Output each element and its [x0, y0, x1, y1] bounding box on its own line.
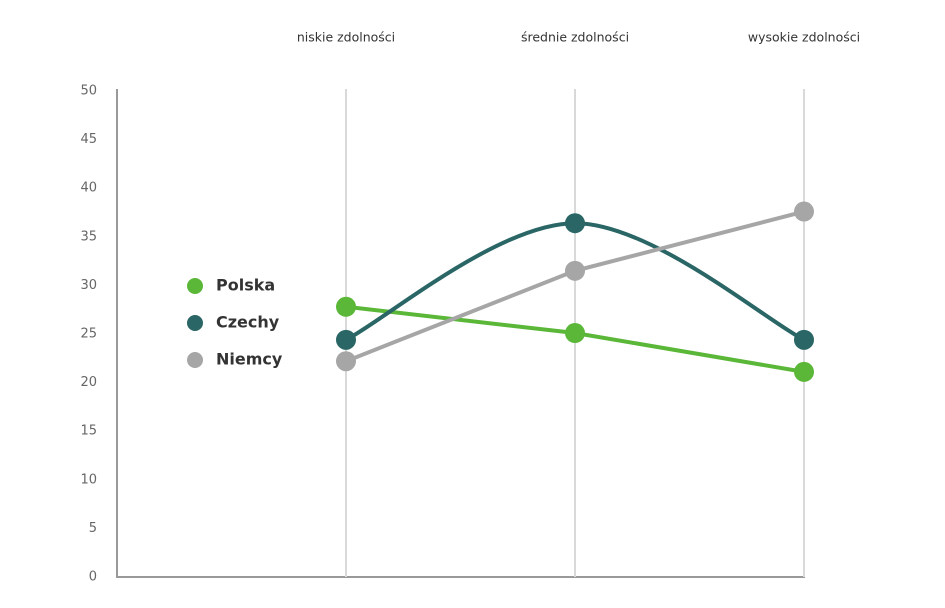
- y-tick-label: 45: [80, 132, 97, 147]
- y-tick-label: 25: [80, 327, 97, 342]
- point: [565, 323, 585, 344]
- y-tick-label: 35: [80, 229, 97, 244]
- x-tick-label: niskie zdolności: [297, 30, 395, 45]
- legend-marker: [187, 352, 203, 368]
- legend-marker: [187, 278, 203, 294]
- x-tick-label: średnie zdolności: [521, 30, 629, 45]
- legend-label: Niemcy: [216, 350, 283, 369]
- point: [565, 260, 585, 281]
- y-tick-label: 10: [80, 472, 97, 487]
- legend-label: Czechy: [216, 313, 280, 332]
- y-tick-label: 30: [80, 278, 97, 293]
- point: [794, 329, 814, 350]
- point: [794, 361, 814, 382]
- y-tick-label: 5: [89, 521, 97, 536]
- point: [336, 351, 356, 372]
- point: [794, 201, 814, 222]
- x-tick-label: wysokie zdolności: [748, 30, 860, 45]
- y-tick-label: 40: [80, 181, 97, 196]
- y-tick-label: 50: [80, 84, 97, 99]
- y-tick-label: 15: [80, 424, 97, 439]
- legend-marker: [187, 315, 203, 331]
- y-tick-label: 20: [80, 375, 97, 390]
- point: [336, 296, 356, 317]
- point: [565, 213, 585, 234]
- y-tick-label: 0: [89, 570, 97, 585]
- legend-label: Polska: [216, 276, 275, 295]
- point: [336, 329, 356, 350]
